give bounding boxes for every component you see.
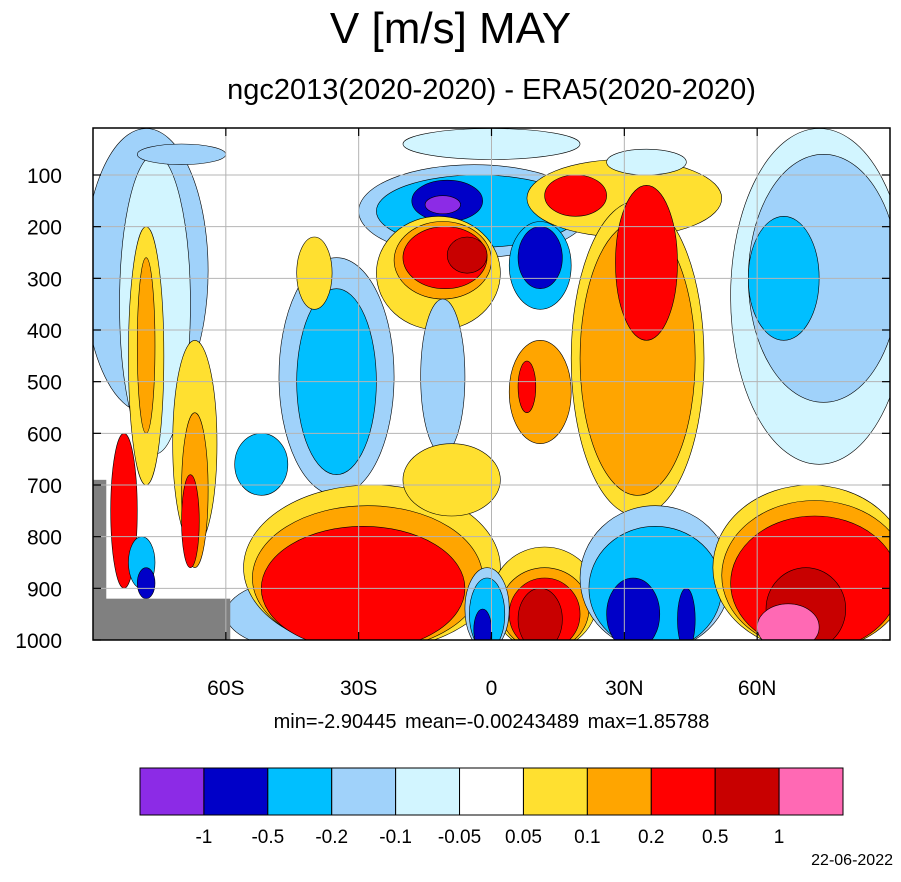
contour-region bbox=[402, 443, 501, 517]
x-tick-label: 60S bbox=[207, 677, 244, 700]
colorbar-label: -0.1 bbox=[379, 827, 412, 848]
y-tick-label: 1000 bbox=[15, 630, 62, 653]
contour-region bbox=[517, 360, 537, 413]
colorbar-label: -0.2 bbox=[315, 827, 348, 848]
contour-region bbox=[136, 257, 156, 434]
colorbar-box bbox=[395, 767, 461, 816]
colorbar-box bbox=[586, 767, 652, 816]
y-tick-label: 900 bbox=[27, 578, 62, 601]
plot-area bbox=[93, 128, 890, 640]
contour-region bbox=[606, 148, 687, 176]
statistics-line: min=-2.90445 mean=-0.00243489 max=1.8578… bbox=[273, 711, 710, 733]
colorbar-box bbox=[459, 767, 524, 816]
colorbar-label: -1 bbox=[195, 827, 212, 848]
colorbar-label: -0.5 bbox=[251, 827, 284, 848]
colorbar-label: 0.5 bbox=[702, 827, 728, 848]
contour-region bbox=[136, 143, 227, 165]
contour-region bbox=[181, 474, 200, 568]
colorbar-box bbox=[714, 767, 780, 816]
x-tick-label: 0 bbox=[486, 677, 498, 700]
x-tick-label: 30N bbox=[605, 677, 644, 700]
contour-region bbox=[517, 588, 563, 640]
terrain-mask bbox=[93, 598, 231, 640]
colorbar-box bbox=[778, 767, 844, 816]
x-tick-label: 60N bbox=[738, 677, 777, 700]
y-tick-label: 300 bbox=[27, 268, 62, 291]
colorbar-box bbox=[139, 767, 205, 816]
contour-region bbox=[420, 298, 466, 455]
chart-title: V [m/s] MAY bbox=[329, 4, 572, 53]
contour-region bbox=[517, 226, 563, 289]
contour-region bbox=[677, 588, 696, 640]
y-tick-label: 400 bbox=[27, 320, 62, 343]
date-stamp: 22-06-2022 bbox=[811, 852, 893, 869]
y-tick-label: 500 bbox=[27, 372, 62, 395]
contour-region bbox=[136, 567, 156, 599]
y-tick-label: 800 bbox=[27, 527, 62, 550]
colorbar-box bbox=[522, 767, 588, 816]
y-tick-label: 600 bbox=[27, 423, 62, 446]
contour-region bbox=[424, 195, 461, 215]
contour-region bbox=[606, 577, 661, 640]
y-tick-label: 100 bbox=[27, 165, 62, 188]
contour-region bbox=[234, 433, 289, 496]
contour-region bbox=[615, 185, 678, 341]
y-tick-label: 200 bbox=[27, 217, 62, 240]
chart-subtitle: ngc2013(2020-2020) - ERA5(2020-2020) bbox=[227, 74, 756, 106]
colorbar-box bbox=[203, 767, 269, 816]
colorbar-label: 0.1 bbox=[574, 827, 600, 848]
colorbar-box bbox=[650, 767, 716, 816]
contour-region bbox=[756, 603, 820, 640]
contour-region bbox=[544, 174, 607, 217]
contour-region bbox=[296, 236, 333, 310]
colorbar-label: 0.05 bbox=[505, 827, 542, 848]
colorbar-label: -0.05 bbox=[438, 827, 481, 848]
y-tick-label: 700 bbox=[27, 475, 62, 498]
contour-region bbox=[446, 236, 488, 274]
colorbar-box bbox=[267, 767, 333, 816]
contour-region bbox=[473, 608, 492, 640]
colorbar-label: 1 bbox=[774, 827, 785, 848]
colorbar-box bbox=[331, 767, 397, 816]
colorbar-label: 0.2 bbox=[638, 827, 664, 848]
x-tick-label: 30S bbox=[340, 677, 377, 700]
